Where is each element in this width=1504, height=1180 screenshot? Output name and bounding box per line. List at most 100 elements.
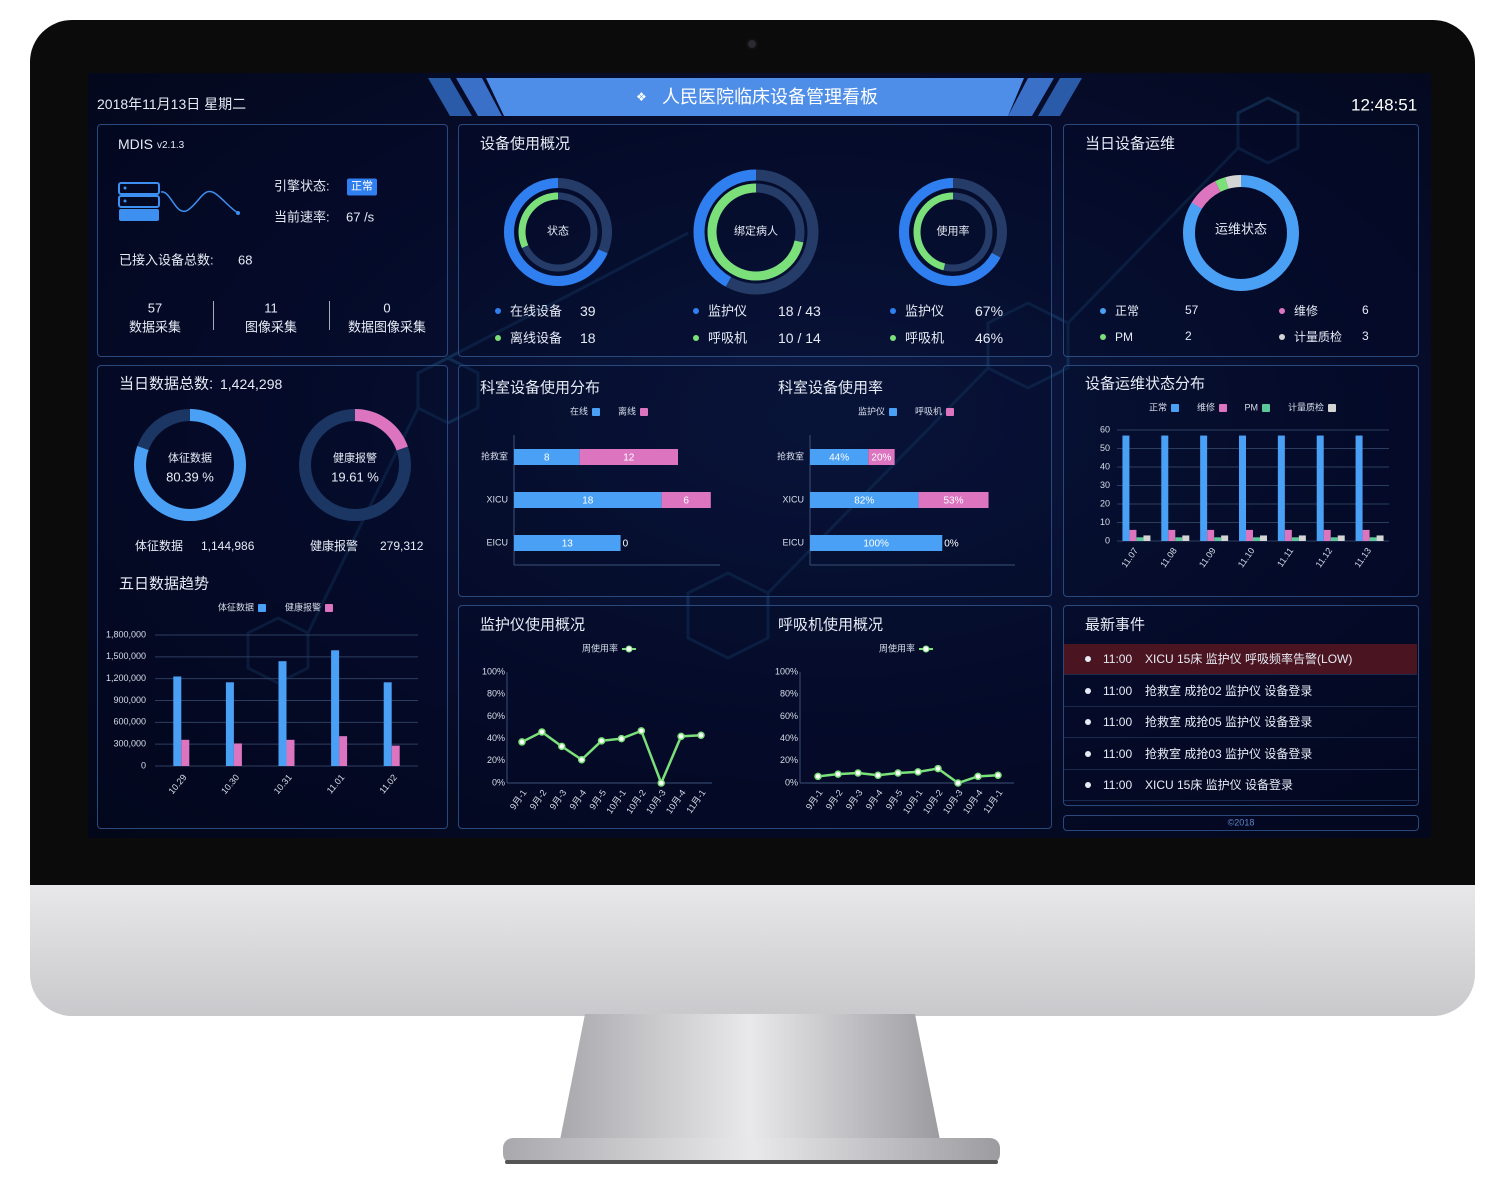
rate-label: 当前速率: [274,209,330,225]
vitals-label: 体征数据 [135,539,184,553]
monitor-chin [30,885,1475,1016]
legend-dot [890,335,896,341]
legend-dot [890,308,896,314]
legend-value: 67% [975,303,1004,319]
bullet-icon [1085,782,1091,788]
engine-status-badge: 正常 [347,178,377,196]
events-title: 最新事件 [1085,616,1146,634]
chart-title: 五日数据趋势 [119,575,210,593]
legend-label: 监护仪 [708,303,748,319]
legend-label: 呼吸机 [905,330,945,346]
alerts-count: 279,312 [380,539,424,553]
event-text: XICU 15床 监护仪 设备登录 [1145,778,1294,792]
legend-dot [495,335,501,341]
event-row [1064,676,1417,707]
event-time: 11:00 [1103,683,1133,698]
stat-label: 数据采集 [128,319,182,335]
legend-value: 18 [580,330,596,346]
legend-value: 2 [1185,329,1192,343]
legend-dot [1279,334,1285,340]
bullet-icon [1085,750,1091,757]
footer-bar [1063,815,1419,831]
stat-value: 11 [264,300,278,316]
event-time: 11:00 [1103,652,1133,666]
legend-value: 3 [1362,329,1369,343]
page-title: 人民医院临床设备管理看板 [662,87,878,107]
app-version: v2.1.3 [157,140,185,151]
legend-label: 计量质检 [1294,330,1343,344]
legend-dot [1100,334,1106,340]
divider [213,301,214,330]
camera-icon [746,38,758,50]
event-time: 11:00 [1103,778,1133,792]
legend-label: 在线设备 [510,303,563,319]
chart-title: 监护仪使用概况 [480,616,586,634]
system-panel [97,124,448,357]
daily-data-panel [97,365,448,829]
donut-percent: 80.39 % [166,469,214,485]
daily-total-label: 当日数据总数: [119,375,214,393]
department-panel [458,365,1052,597]
event-text: 抢救室 成抢03 监护仪 设备登录 [1145,746,1313,761]
event-row [1064,707,1417,738]
stat-label: 图像采集 [244,319,298,335]
alerts-label: 健康报警 [310,539,359,553]
donut-label: 体征数据 [168,452,212,465]
stat-value: 0 [383,300,391,316]
legend-dot [1100,308,1106,314]
donut-label: 健康报警 [333,452,377,465]
event-time: 11:00 [1103,746,1133,761]
legend-label: 维修 [1294,304,1319,318]
legend-value: 46% [975,330,1004,346]
legend-label: 监护仪 [905,303,945,319]
legend-value: 10 / 14 [778,330,821,346]
maintenance-center-label: 运维状态 [1214,221,1268,237]
engine-status-label: 引擎状态: [274,178,330,194]
ring-center-label: 绑定病人 [734,225,778,238]
legend-value: 39 [580,303,596,319]
header-banner [428,78,1082,116]
app-name: MDIS [118,136,153,152]
header-date: 2018年11月13日 星期二 [97,96,247,112]
event-row [1064,739,1417,770]
legend-value: 18 / 43 [778,303,821,319]
legend-label: PM [1115,330,1133,344]
bullet-icon [1085,719,1091,725]
bullet-icon [1085,656,1091,662]
devices-total-value: 68 [238,252,253,268]
network-icon: ❖ [636,90,647,104]
legend-label: 正常 [1115,304,1140,318]
devices-total-label: 已接入设备总数: [119,252,214,268]
stat-label: 数据图像采集 [347,319,427,335]
stat-value: 57 [147,300,163,316]
chart-title: 设备运维状态分布 [1085,375,1206,393]
legend-dot [693,335,699,341]
event-row-alert [1064,644,1417,675]
copyright: ©2018 [1227,817,1255,828]
chart-title: 呼吸机使用概况 [778,616,884,634]
daily-total-value: 1,424,298 [220,376,283,392]
event-text: 抢救室 成抢02 监护仪 设备登录 [1145,683,1313,698]
legend-dot [1279,308,1285,314]
ring-center-label: 使用率 [936,225,970,238]
event-text: 抢救室 成抢05 监护仪 设备登录 [1145,715,1313,729]
vitals-count: 1,144,986 [201,539,255,553]
maintenance-distribution-panel [1063,365,1419,597]
event-time: 11:00 [1103,715,1133,729]
legend-dot [693,308,699,314]
legend-value: 6 [1362,303,1369,317]
rate-value: 67 /s [346,209,375,225]
chart-title: 科室设备使用分布 [480,379,601,397]
event-text: XICU 15床 监护仪 呼吸频率告警(LOW) [1145,652,1353,666]
maintenance-panel [1063,124,1419,357]
server-icon [118,182,240,221]
legend-dot [495,308,501,314]
chart-title: 科室设备使用率 [778,379,884,397]
usage-panel [458,124,1052,357]
legend-label: 离线设备 [510,330,563,346]
divider [329,301,330,330]
donut-percent: 19.61 % [331,469,379,485]
usage-trend-panel [458,605,1052,829]
legend-value: 57 [1185,303,1199,317]
usage-title: 设备使用概况 [480,135,571,153]
